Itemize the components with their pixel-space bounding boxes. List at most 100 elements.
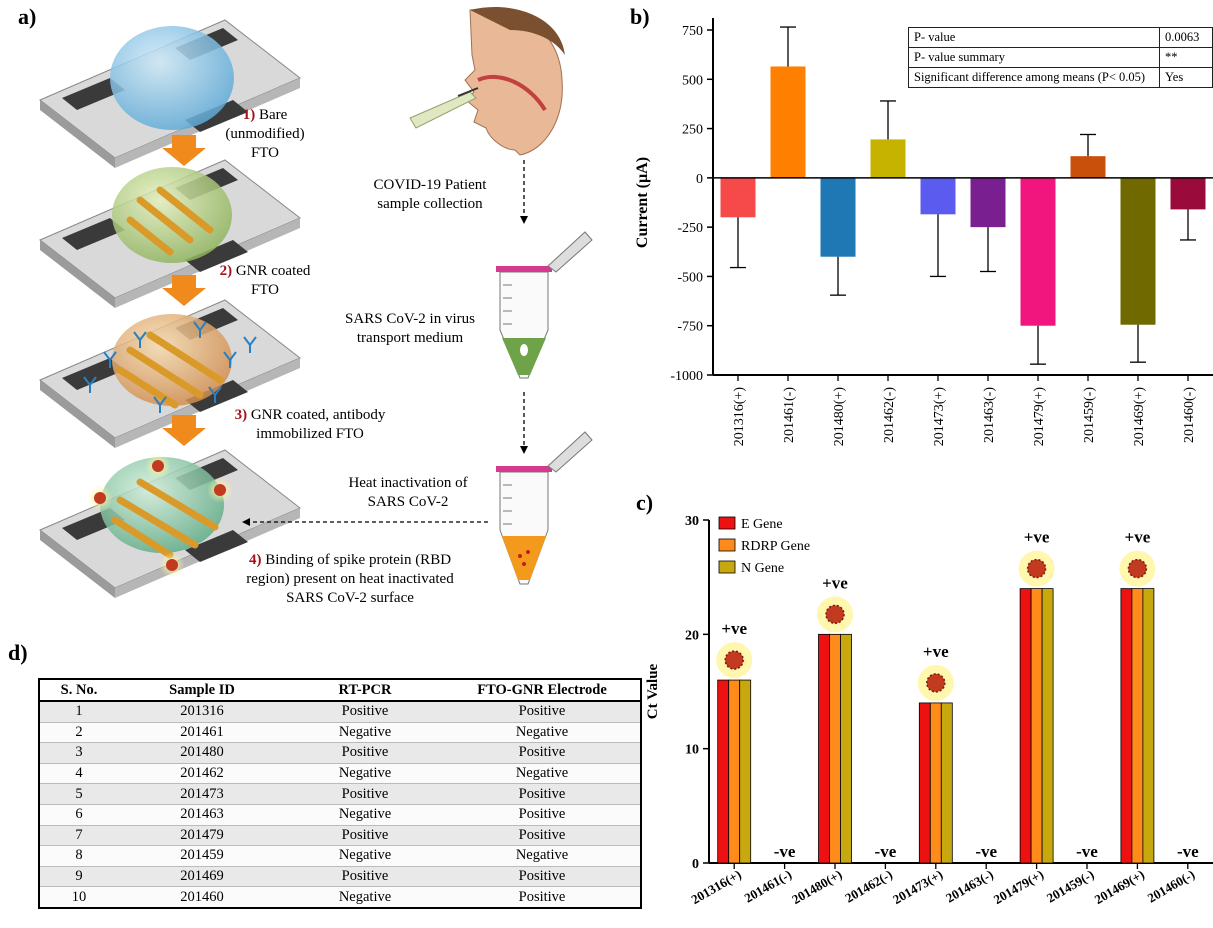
bar <box>970 177 1006 228</box>
table-header-row: S. No. Sample ID RT-PCR FTO-GNR Electrod… <box>39 679 641 702</box>
x-tick-label: 201462(-) <box>842 867 895 906</box>
table-cell: Positive <box>286 866 444 888</box>
step-3-text-line1: GNR coated, antibody <box>250 407 386 423</box>
y-axis-label: Current (µA) <box>634 157 651 248</box>
virus-icon <box>825 604 845 625</box>
table-cell: Negative <box>286 722 444 744</box>
bar <box>870 139 906 178</box>
bar <box>840 633 852 864</box>
y-tick-label: 500 <box>682 73 703 88</box>
x-tick-label: 201480(+) <box>832 387 847 447</box>
x-tick-label: 201463(-) <box>943 867 996 906</box>
table-cell: 10 <box>39 886 118 909</box>
bar <box>1070 156 1106 178</box>
result-annotation: -ve <box>875 842 897 861</box>
pvalue-label: Significant difference among means (P< 0… <box>908 67 1160 88</box>
note-2-line1: SARS CoV-2 in virus <box>345 311 475 327</box>
x-tick-label: 201479(+) <box>1032 387 1047 447</box>
note-sample-collection: COVID-19 Patient sample collection <box>340 176 520 214</box>
y-tick-label: 0 <box>692 857 699 872</box>
table-cell: 201473 <box>118 783 286 805</box>
bar <box>1120 177 1156 325</box>
note-1-line2: sample collection <box>377 196 483 212</box>
table-cell: 201462 <box>118 763 286 785</box>
result-annotation: +ve <box>721 619 747 638</box>
step-3-number: 3) <box>234 407 248 423</box>
table-row: 6 201463 Negative Positive <box>39 804 641 826</box>
x-tick-label: 201479(+) <box>991 867 1046 908</box>
y-tick-label: -750 <box>677 320 703 335</box>
note-3-line2: SARS CoV-2 <box>367 494 449 510</box>
table-cell: Positive <box>286 701 444 723</box>
table-row: 4 201462 Negative Negative <box>39 763 641 785</box>
x-tick-label: 201316(+) <box>689 867 744 908</box>
table-cell: 6 <box>39 804 118 826</box>
table-row: 2 201461 Negative Negative <box>39 722 641 744</box>
table-cell: 201316 <box>118 701 286 723</box>
column-header: FTO-GNR Electrode <box>444 679 641 702</box>
ct-value-bar-chart: 0 10 20 30 +ve 201316(+) -ve 201461(-) +ve 201480… <box>645 514 1213 908</box>
x-tick-label: 201473(+) <box>932 387 947 447</box>
result-annotation: +ve <box>1024 528 1050 547</box>
table-cell: 201459 <box>118 845 286 867</box>
bar <box>940 702 953 864</box>
bar <box>1019 588 1032 864</box>
bar <box>1120 588 1133 864</box>
pvalue-row: P- value summary ** <box>908 47 1213 68</box>
table-row: 8 201459 Negative Negative <box>39 845 641 867</box>
step-arrow-1 <box>162 135 206 166</box>
y-tick-label: 0 <box>696 172 703 187</box>
sample-tube-1 <box>496 231 593 379</box>
step-3-label: 3) GNR coated, antibody immobilized FTO <box>210 406 410 444</box>
step-3-text-line2: immobilized FTO <box>256 426 364 442</box>
step-4-text-line3: SARS CoV-2 surface <box>286 590 414 606</box>
bar <box>820 177 856 257</box>
column-header: Sample ID <box>118 679 286 702</box>
electrode-antibody <box>39 299 301 448</box>
x-tick-label: 201459(-) <box>1082 387 1097 443</box>
pvalue-table: P- value 0.0063 P- value summary ** Signif… <box>908 27 1213 88</box>
pvalue-value: 0.0063 <box>1159 27 1213 48</box>
pvalue-value: Yes <box>1159 67 1213 88</box>
pvalue-label: P- value summary <box>908 47 1160 68</box>
x-tick-label: 201462(-) <box>882 387 897 443</box>
note-transport-medium: SARS CoV-2 in virus transport medium <box>320 310 500 348</box>
table-cell: 201460 <box>118 886 286 909</box>
result-annotation: +ve <box>1125 528 1151 547</box>
note-heat-inactivation: Heat inactivation of SARS CoV-2 <box>318 474 498 512</box>
virus-icon <box>1026 558 1047 579</box>
y-tick-label: 250 <box>682 123 703 138</box>
y-tick-label: -1000 <box>670 369 703 384</box>
table-cell: 201463 <box>118 804 286 826</box>
y-tick-label: 10 <box>685 743 699 758</box>
bar <box>770 66 806 178</box>
bar <box>918 702 931 864</box>
result-annotation: +ve <box>822 573 848 592</box>
table-cell: Positive <box>444 825 641 847</box>
virus-icon <box>724 650 744 670</box>
pvalue-row: Significant difference among means (P< 0… <box>908 67 1213 88</box>
bar <box>1142 588 1155 864</box>
step-2-text-line2: FTO <box>250 282 280 298</box>
x-tick-label: 201461(-) <box>782 387 797 443</box>
flow-arrows <box>248 160 525 523</box>
y-axis-label: Ct Value <box>645 663 661 719</box>
panel-label-a: a) <box>18 4 37 29</box>
table-cell: 201480 <box>118 742 286 764</box>
pvalue-row: P- value 0.0063 <box>908 27 1213 48</box>
table-cell: 7 <box>39 825 118 847</box>
legend-swatch <box>718 516 736 530</box>
step-arrow-2 <box>162 275 206 306</box>
table-cell: Positive <box>286 783 444 805</box>
x-tick-label: 201469(+) <box>1092 867 1147 908</box>
x-tick-label: 201473(+) <box>890 867 945 908</box>
sample-tube-2 <box>496 431 593 585</box>
table-row: 1 201316 Positive Positive <box>39 701 641 723</box>
table-cell: 4 <box>39 763 118 785</box>
bar <box>1030 588 1043 864</box>
step-1-label: 1) Bare (unmodified) FTO <box>205 106 325 163</box>
step-1-number: 1) <box>242 107 256 123</box>
current-bar-chart: 750 500 250 0 -250 -500 -750 -1000 201316(+) 2014… <box>634 18 1213 447</box>
result-annotation: -ve <box>975 842 997 861</box>
table-cell: Negative <box>286 763 444 785</box>
